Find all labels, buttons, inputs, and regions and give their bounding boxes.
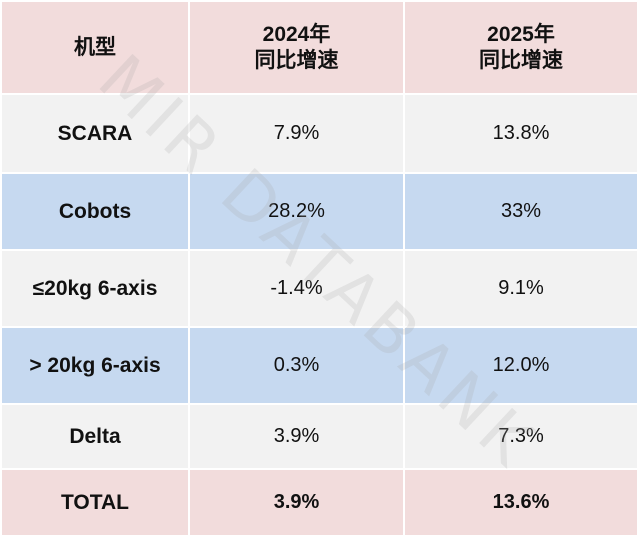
table-row: SCARA 7.9% 13.8% [0,93,637,174]
table-row: ≤20kg 6-axis -1.4% 9.1% [0,249,637,328]
value-cell: -1.4% [188,249,405,328]
header-text: 同比增速 [479,48,563,72]
row-label: Cobots [0,172,190,251]
header-cell: 2024年 同比增速 [188,0,405,95]
value-cell: 33% [403,172,637,251]
row-label: Delta [0,403,190,470]
value-cell: 13.6% [403,468,637,537]
header-row: 机型 2024年 同比增速 2025年 同比增速 [0,0,637,95]
table-row: Delta 3.9% 7.3% [0,403,637,470]
header-cell: 机型 [0,0,190,95]
value-cell: 3.9% [188,468,405,537]
header-cell: 2025年 同比增速 [403,0,637,95]
value-cell: 3.9% [188,403,405,470]
header-text: 2025年 [487,22,555,46]
value-cell: 7.3% [403,403,637,470]
row-label: SCARA [0,93,190,174]
value-cell: 0.3% [188,326,405,405]
header-text: 机型 [74,35,116,59]
value-cell: 28.2% [188,172,405,251]
header-text: 2024年 [262,22,331,46]
row-label: TOTAL [0,468,190,537]
table-row: Cobots 28.2% 33% [0,172,637,251]
row-label: > 20kg 6-axis [0,326,190,405]
header-text: 同比增速 [254,48,339,72]
value-cell: 9.1% [403,249,637,328]
value-cell: 12.0% [403,326,637,405]
row-label: ≤20kg 6-axis [0,249,190,328]
table-row: > 20kg 6-axis 0.3% 12.0% [0,326,637,405]
value-cell: 7.9% [188,93,405,174]
value-cell: 13.8% [403,93,637,174]
table-row: TOTAL 3.9% 13.6% [0,468,637,537]
